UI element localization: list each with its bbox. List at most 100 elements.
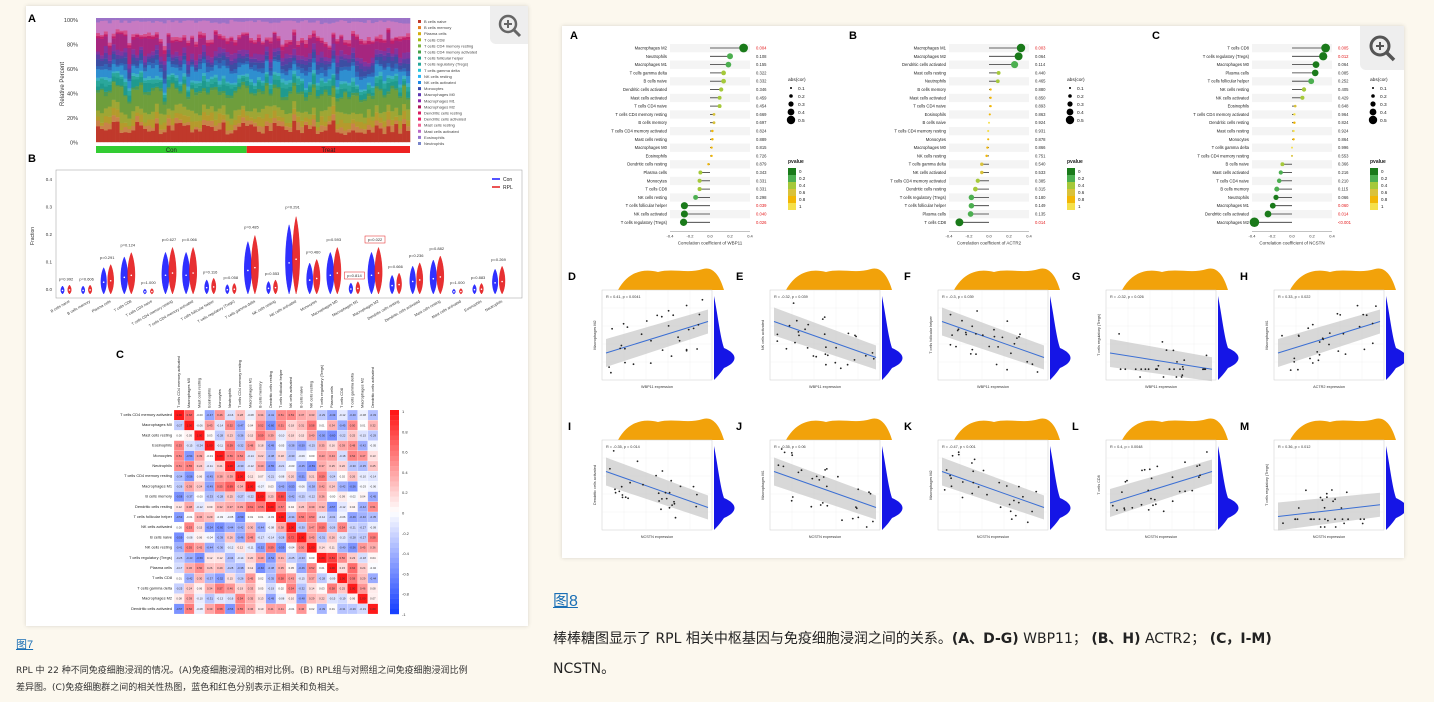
panel-a-bar-segment	[186, 42, 191, 46]
pvalue-legend-title: pvalue	[1067, 159, 1083, 165]
panel-a-bar-segment	[205, 86, 211, 93]
panel-a-bar-segment	[178, 37, 183, 41]
panel-a-bar-segment	[351, 58, 356, 63]
scatter-xlabel: WBP11 expression	[809, 385, 841, 389]
lollipop-dot	[1321, 43, 1330, 53]
panel-c-col-label: B cells memory	[258, 381, 263, 408]
panel-a-bar-segment	[362, 129, 368, 134]
panel-a-bar-segment	[311, 49, 317, 53]
scatter-point	[1155, 368, 1157, 371]
lollipop-row-label: Plasma cells	[1225, 70, 1249, 75]
panel-a-bar-segment	[107, 78, 112, 82]
lollipop-row-label: Mast cells resting	[635, 137, 668, 142]
scatter-point	[950, 485, 953, 488]
panel-a-bar-segment	[221, 18, 226, 23]
panel-a-legend-swatch	[418, 111, 421, 115]
lollipop-dot	[711, 138, 714, 141]
panel-c-scale-step	[390, 527, 399, 533]
panel-a-bar-segment	[139, 125, 144, 143]
panel-a-bar-segment	[398, 115, 403, 122]
panel-c-cell-value: -0.60	[268, 423, 275, 427]
panel-a-bar-segment	[394, 56, 399, 64]
panel-a-bar-segment	[319, 51, 324, 58]
panel-c-cell-value: 0.55	[217, 485, 223, 489]
panel-c-cell-value: 0.38	[187, 505, 193, 509]
panel-a-bar-segment	[382, 94, 387, 98]
panel-b-median	[61, 289, 64, 292]
lollipop-dot	[1292, 129, 1295, 133]
lollipop-xtick: 0.2	[1006, 234, 1012, 239]
lollipop-pvalue: 0.697	[756, 120, 767, 125]
panel-b-violin	[367, 251, 376, 295]
lollipop-row-label: T cells follicular helper	[1208, 79, 1250, 84]
panel-b-median	[357, 287, 359, 290]
panel-c-cell-value: -0.45	[370, 495, 377, 499]
panel-a-bar-segment	[347, 43, 352, 47]
panel-a-bar-segment	[186, 64, 191, 71]
panel-a-bar-segment	[182, 73, 187, 77]
figure-8-link[interactable]: 图8	[553, 593, 578, 610]
panel-a-bar-segment	[139, 63, 144, 71]
scatter-point	[1358, 325, 1361, 328]
panel-a-bar-segment	[327, 106, 332, 117]
panel-a-bar-segment	[370, 86, 375, 88]
panel-a-bar-segment	[103, 52, 109, 59]
panel-a-bar-segment	[182, 34, 187, 38]
scatter-point	[1297, 334, 1300, 337]
panel-a-bar-segment	[296, 69, 301, 77]
panel-c-cell-value: 0.03	[268, 485, 274, 489]
panel-a-bar-segment	[358, 18, 364, 23]
panel-a-bar-segment	[323, 60, 328, 65]
zoom-button-fig8[interactable]	[1360, 26, 1404, 70]
panel-c-scale-step	[390, 522, 399, 528]
panel-a-bar-segment	[311, 62, 317, 71]
lollipop-dot	[1301, 87, 1307, 92]
scatter-point	[1205, 354, 1208, 357]
panel-a-bar-segment	[253, 18, 258, 23]
panel-b-violin	[409, 265, 416, 295]
panel-a-bar-segment	[256, 112, 262, 117]
panel-a-bar-segment	[272, 118, 277, 123]
scatter-point	[872, 520, 874, 523]
panel-a-bar-segment	[300, 72, 305, 79]
panel-a-bar-segment	[366, 93, 372, 97]
panel-a-bar-segment	[256, 34, 262, 38]
scatter-point	[949, 313, 952, 316]
panel-c-cell-value: 0.31	[278, 556, 284, 560]
panel-c-cell-value: 0.21	[309, 474, 315, 478]
scatter-panel-label: I	[568, 421, 571, 433]
panel-c-cell-value: -0.50	[298, 444, 305, 448]
panel-b-median	[164, 274, 167, 277]
panel-a-bar-segment	[233, 119, 238, 126]
panel-a-bar-segment	[288, 39, 293, 42]
panel-c-scale-step	[390, 471, 399, 477]
scatter-point	[1344, 353, 1347, 355]
panel-c-row-label: T cells CD4 memory activated	[120, 412, 172, 417]
panel-a-bar-segment	[99, 66, 105, 70]
lollipop-dot	[987, 129, 990, 133]
panel-c-cell-value: 0.13	[258, 597, 264, 601]
panel-a-bar-segment	[374, 18, 379, 23]
panel-a-bar-segment	[304, 124, 309, 143]
zoom-button-fig7[interactable]	[490, 6, 528, 44]
panel-c-cell-value: 0.40	[309, 434, 315, 438]
pvalue-legend-swatch	[1067, 189, 1075, 196]
panel-b-pvalue: p=0.236	[409, 253, 424, 258]
panel-a-bar-segment	[362, 22, 368, 41]
panel-a-bar-segment	[253, 82, 258, 86]
lollipop-dot	[1308, 78, 1315, 85]
scatter-point	[1321, 337, 1324, 340]
scatter-point	[797, 331, 800, 333]
lollipop-xtick: -0.2	[687, 234, 695, 239]
panel-c-scale-step	[390, 557, 399, 564]
panel-c-cell-value: 0.36	[187, 566, 193, 570]
panel-c-cell-value: 0.37	[309, 576, 315, 580]
panel-c-cell-value: -0.49	[268, 444, 275, 448]
figure-7-link[interactable]: 图7	[16, 639, 34, 651]
panel-a-bar-segment	[115, 101, 120, 110]
panel-a-bar-segment	[288, 91, 293, 94]
panel-c-cell-value: 0.20	[289, 474, 295, 478]
panel-c-cell-value: -0.59	[176, 536, 183, 540]
lollipop-row-label: Mast cells activated	[1212, 170, 1249, 175]
panel-a-bar-segment	[374, 105, 379, 113]
